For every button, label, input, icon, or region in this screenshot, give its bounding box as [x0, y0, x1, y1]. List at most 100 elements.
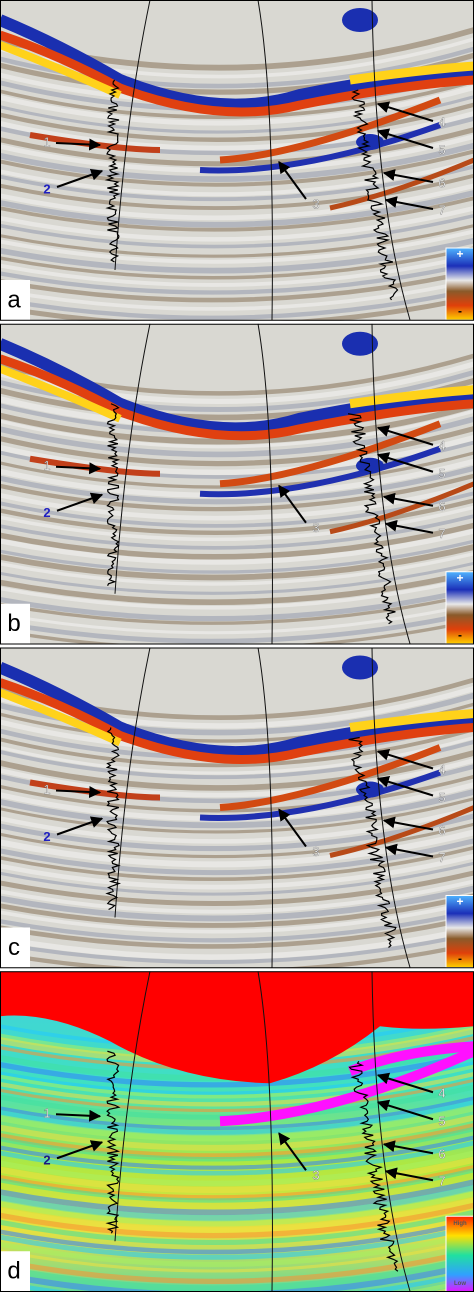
color-scale — [445, 247, 474, 321]
well-path — [257, 323, 273, 644]
well-log — [348, 736, 397, 948]
reflector — [0, 402, 474, 445]
marker-label: 4 — [438, 114, 445, 129]
reflector — [0, 1168, 474, 1203]
arrow — [56, 816, 104, 836]
marker-label: 1 — [43, 134, 50, 149]
marker-label: 3 — [312, 844, 319, 859]
color-scale — [445, 1215, 474, 1292]
reflector — [0, 287, 474, 320]
marker-label: 3 — [312, 196, 319, 211]
reflector — [0, 85, 474, 126]
marker-label: 2 — [43, 829, 50, 844]
marker-label: 5 — [438, 1114, 445, 1129]
panel-image: 1 2 3 4 5 6 7 + - a — [0, 0, 474, 321]
reflector — [0, 522, 474, 560]
reflector — [0, 941, 474, 969]
reflector — [0, 269, 474, 303]
marker-label: 5 — [438, 142, 445, 157]
arrow — [55, 1109, 102, 1122]
marker-label: 6 — [438, 823, 445, 838]
marker-label: 1 — [43, 1106, 50, 1121]
reflector — [0, 434, 474, 475]
marker-label: 3 — [312, 1168, 319, 1183]
reflector — [0, 528, 474, 565]
reflector — [0, 797, 474, 834]
reflector — [0, 619, 474, 645]
reflector — [0, 79, 474, 119]
well-log — [104, 79, 121, 263]
well-log — [348, 1060, 399, 1272]
panel-label: d — [7, 1258, 20, 1285]
marker-label: 5 — [438, 790, 445, 805]
reflector — [0, 1071, 474, 1107]
marker-label: 1 — [43, 782, 50, 797]
horizon — [199, 769, 442, 821]
arrow — [278, 1132, 307, 1171]
reflector — [0, 1140, 474, 1176]
reflector — [0, 1150, 474, 1187]
label-box — [0, 1251, 30, 1292]
reflector — [0, 246, 474, 280]
reflector — [0, 111, 474, 152]
reflector — [0, 1184, 474, 1222]
color-scale — [445, 895, 474, 968]
marker-label: 6 — [438, 499, 445, 514]
arrow — [376, 748, 434, 770]
reflector — [0, 1179, 474, 1216]
scale-top-label: High — [453, 1221, 467, 1227]
reflector — [0, 829, 474, 868]
reflector — [0, 426, 474, 467]
arrow — [278, 161, 307, 200]
reflector — [0, 788, 474, 829]
marker-label: 2 — [43, 181, 50, 196]
well-path — [257, 647, 273, 968]
reflector — [0, 610, 474, 644]
anomaly — [342, 331, 378, 356]
arrow — [376, 452, 434, 473]
arrow — [376, 1072, 434, 1094]
arrow — [56, 1140, 104, 1160]
reflector — [0, 213, 474, 249]
marker-label: 4 — [438, 1086, 445, 1101]
reflector — [0, 102, 474, 142]
reflector — [0, 861, 474, 896]
reflector — [0, 1078, 474, 1113]
panel-image: 1 2 3 4 5 6 7 + - c — [0, 647, 474, 969]
label-box — [0, 603, 30, 644]
reflector — [0, 806, 474, 844]
reflector — [0, 822, 474, 859]
reflector — [0, 879, 474, 914]
reflector — [0, 473, 474, 512]
reflector — [0, 206, 474, 242]
scale-top-label: + — [456, 247, 463, 261]
well-log — [105, 1050, 121, 1234]
reflector — [0, 727, 474, 768]
reflector — [0, 1202, 474, 1239]
reflector — [0, 592, 474, 625]
reflector — [0, 893, 474, 928]
reflector — [0, 1114, 474, 1151]
horizon — [329, 481, 474, 535]
reflector — [0, 261, 474, 295]
reflector — [0, 142, 474, 183]
panel: 1 2 3 4 5 6 7 + - a — [0, 0, 474, 321]
reflector — [0, 1239, 474, 1273]
reflector — [0, 1165, 474, 1201]
horizon — [348, 1041, 474, 1076]
reflector — [0, 1209, 474, 1246]
reflector — [0, 1261, 474, 1292]
arrow — [55, 786, 102, 799]
marker-label: 4 — [438, 438, 445, 453]
scale-bottom-label: - — [458, 304, 462, 318]
reflector — [0, 735, 474, 775]
panel-label: a — [7, 286, 21, 313]
reflector — [0, 587, 474, 622]
arrow — [376, 1099, 434, 1121]
well-log — [347, 413, 396, 625]
well-path — [257, 971, 273, 1292]
reflector — [0, 1100, 474, 1136]
arrow — [376, 101, 434, 122]
anomaly — [342, 655, 378, 680]
reflector — [0, 505, 474, 542]
